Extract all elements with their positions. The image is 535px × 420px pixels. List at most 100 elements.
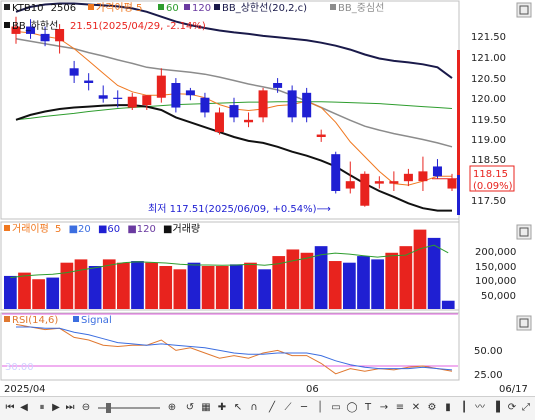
price-legend: KTB10 2506 가격이평 5 60 120 BB_상한선(20,2,c) …: [4, 1, 384, 32]
bb-upper-label: BB_상한선(20,2,c): [222, 2, 307, 14]
candle-body: [171, 83, 181, 108]
rsi-level-label: 30.00: [5, 362, 34, 373]
pointer-icon[interactable]: ↖: [233, 402, 243, 413]
date-axis: 2025/04 06 06/17: [4, 384, 528, 395]
candle-body: [185, 90, 195, 96]
volume-bar: [441, 300, 455, 309]
volume-bar: [427, 237, 441, 309]
zoom-in-icon[interactable]: ⊕: [167, 402, 177, 413]
svg-text:120.50: 120.50: [471, 74, 506, 85]
volume-bar: [286, 249, 300, 309]
candle-body: [287, 90, 297, 118]
volume-legend: 거래이평 5 ■20 ■60 ■120 ■거래량: [4, 223, 200, 235]
candle-body: [69, 68, 79, 76]
candle-body: [156, 75, 166, 98]
trend-tool-icon[interactable]: ⟋: [284, 402, 292, 413]
bb-lower-line: [15, 104, 452, 212]
candle-body: [113, 97, 123, 99]
candle-body: [418, 171, 428, 182]
range-bar-low: [457, 175, 460, 215]
volume-bar: [357, 256, 370, 309]
refresh-icon[interactable]: ⟳: [507, 402, 517, 413]
bb-mid-line: [15, 38, 453, 148]
svg-text:06: 06: [306, 384, 319, 395]
candle-body: [374, 181, 384, 184]
svg-text:150,000: 150,000: [475, 262, 516, 273]
settings-icon[interactable]: ⚙: [427, 402, 437, 413]
volume-axis: 200,000 150,000 100,000 50,000: [475, 247, 516, 302]
svg-text:120.00: 120.00: [471, 94, 506, 105]
svg-text:(0.09%): (0.09%): [473, 181, 513, 192]
contract-label: 2506: [51, 3, 76, 14]
reset-icon[interactable]: ↺: [185, 402, 195, 413]
svg-text:2025/04: 2025/04: [4, 384, 46, 395]
grid-icon[interactable]: ▦: [201, 402, 211, 413]
rsi-legend: RSI(14,6) Signal: [4, 315, 112, 326]
volume-bar: [88, 266, 102, 309]
volume-bar: [300, 252, 314, 309]
candle-body: [244, 119, 254, 123]
side-controls[interactable]: [516, 2, 532, 331]
fib-tool-icon[interactable]: ≡: [395, 402, 405, 413]
candle-body: [389, 181, 399, 184]
volume-bar: [173, 269, 187, 309]
volume-bar: [145, 262, 158, 309]
svg-text:Signal: Signal: [81, 315, 112, 326]
svg-text:50.00: 50.00: [474, 346, 503, 357]
vline-tool-icon[interactable]: │: [316, 402, 324, 413]
volume-bar: [117, 262, 130, 309]
scroll-icon[interactable]: ▐: [492, 402, 500, 413]
candle-body: [331, 154, 341, 191]
arrow-tool-icon[interactable]: →: [379, 402, 389, 413]
prev-icon[interactable]: ◀: [20, 402, 28, 413]
first-icon[interactable]: ⏮: [5, 402, 15, 413]
play-icon[interactable]: ▶: [52, 402, 60, 413]
svg-text:50,000: 50,000: [481, 291, 516, 302]
candle-body: [229, 105, 239, 118]
zoom-out-icon[interactable]: ⊖: [81, 402, 91, 413]
candle-body: [447, 178, 457, 189]
crosshair-icon[interactable]: ✚: [217, 402, 227, 413]
chart-canvas: KTB10 2506 가격이평 5 60 120 BB_상한선(20,2,c) …: [0, 0, 532, 395]
volume-bar: [215, 266, 229, 309]
candle-body: [273, 83, 283, 88]
svg-text:118.50: 118.50: [471, 155, 506, 166]
candle-body: [360, 173, 370, 206]
volume-bar: [159, 266, 173, 309]
svg-text:121.50: 121.50: [471, 32, 506, 43]
price-axis: 121.50 121.00 120.50 120.00 119.50 119.0…: [471, 32, 506, 207]
candle-body: [403, 173, 413, 182]
rsi-signal-line: [16, 326, 453, 371]
volume-bar: [244, 262, 257, 309]
delete-tool-icon[interactable]: ✕: [411, 402, 421, 413]
candle-body: [98, 95, 108, 99]
pause-icon[interactable]: ⏸: [39, 402, 45, 413]
rsi-axis: 50.00 25.00: [474, 346, 503, 381]
line-chart-icon[interactable]: 〰: [475, 402, 485, 413]
svg-text:118.15: 118.15: [473, 169, 508, 180]
bar-chart-icon[interactable]: ▮: [445, 402, 451, 413]
volume-bar: [46, 277, 60, 309]
magnet-icon[interactable]: ∩: [250, 402, 258, 413]
zoom-slider[interactable]: [96, 400, 162, 416]
volume-bar: [272, 256, 286, 309]
volume-bar: [32, 279, 45, 309]
candle-body: [11, 26, 21, 34]
candle-body: [142, 95, 152, 106]
expand-icon[interactable]: ⤢: [522, 402, 530, 413]
rect-tool-icon[interactable]: ▭: [331, 402, 341, 413]
candle-chart-icon[interactable]: ┃: [460, 402, 468, 413]
text-tool-icon[interactable]: T: [364, 402, 372, 413]
hline-tool-icon[interactable]: ─: [300, 402, 308, 413]
candle-body: [432, 166, 442, 177]
svg-text:25.00: 25.00: [474, 370, 503, 381]
svg-text:119.50: 119.50: [471, 115, 506, 126]
ellipse-tool-icon[interactable]: ◯: [346, 402, 358, 413]
candle-body: [316, 134, 326, 137]
svg-text:RSI(14,6): RSI(14,6): [12, 315, 58, 326]
line-tool-icon[interactable]: ╱: [268, 402, 276, 413]
next-icon[interactable]: ⏭: [65, 402, 75, 413]
bottom-toolbar: ⏮ ◀ ⏸ ▶ ⏭ ⊖ ⊕ ↺ ▦ ✚ ↖ ∩ ╱ ⟋ ─ │ ▭ ◯ T → …: [0, 396, 535, 420]
volume-bar: [4, 275, 17, 309]
